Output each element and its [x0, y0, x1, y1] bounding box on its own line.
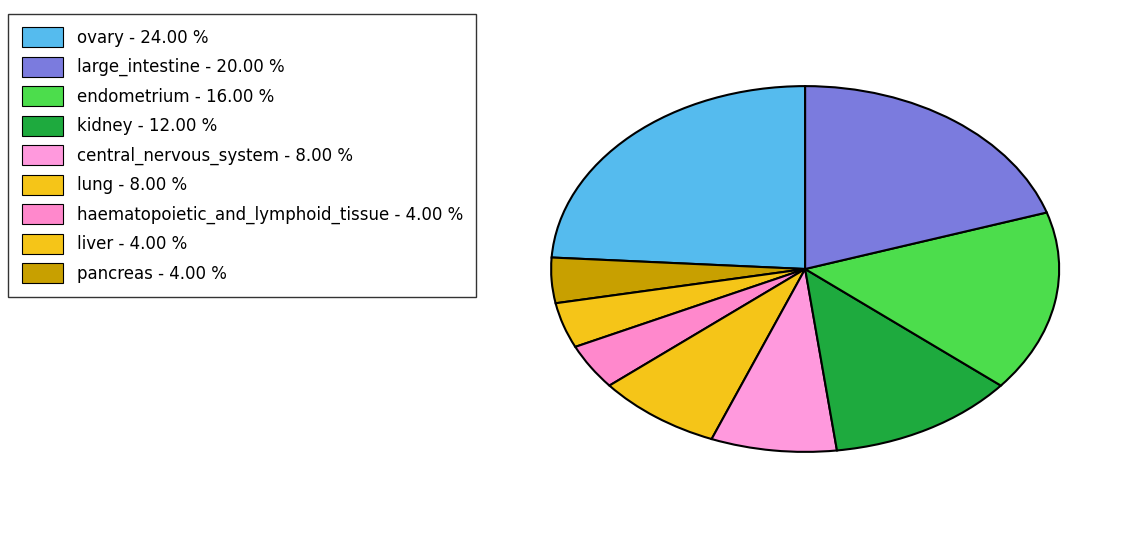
Wedge shape	[805, 213, 1059, 386]
Wedge shape	[575, 269, 805, 386]
Wedge shape	[805, 86, 1047, 269]
Wedge shape	[609, 269, 805, 439]
Legend: ovary - 24.00 %, large_intestine - 20.00 %, endometrium - 16.00 %, kidney - 12.0: ovary - 24.00 %, large_intestine - 20.00…	[8, 13, 476, 297]
Wedge shape	[551, 86, 805, 269]
Wedge shape	[712, 269, 837, 452]
Wedge shape	[556, 269, 805, 347]
Wedge shape	[805, 269, 1001, 450]
Wedge shape	[551, 258, 805, 303]
